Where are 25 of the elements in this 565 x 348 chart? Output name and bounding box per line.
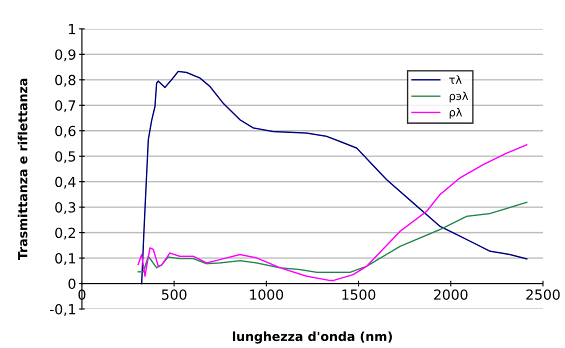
line-series	[137, 144, 528, 282]
y-tick-label: 0	[68, 278, 76, 290]
legend-label: ρэλ	[450, 92, 468, 102]
y-tick-label: 0,8	[55, 74, 76, 87]
y-tick-label: 0,2	[55, 228, 75, 240]
y-tick-label: 0,1	[55, 253, 76, 265]
x-axis-title: lunghezza d'onda (nm)	[232, 331, 392, 344]
y-tick-label: 0,6	[55, 126, 76, 138]
y-tick-label: 0,4	[55, 176, 76, 189]
x-tick-label: 2500	[526, 289, 560, 300]
y-tick-label: 0,9	[55, 49, 76, 62]
y-tick-label: 1	[69, 24, 76, 34]
y-tick-label: 0,5	[55, 151, 76, 164]
legend-label: τλ	[449, 75, 462, 84]
y-tick-label: 0,7	[55, 100, 76, 112]
x-tick-label: 1500	[342, 289, 376, 300]
line-series	[137, 202, 528, 274]
line-series	[140, 70, 528, 284]
y-tick-label: -0,1	[50, 304, 76, 316]
y-axis-title: Trasmittanza e riflettanza	[18, 78, 28, 260]
x-tick-label: 500	[162, 289, 186, 300]
x-tick-label: 2000	[434, 289, 468, 300]
legend-label: ρλ	[450, 108, 462, 119]
x-tick-label: 1000	[250, 289, 284, 300]
y-tick-label: 0,3	[55, 202, 76, 214]
